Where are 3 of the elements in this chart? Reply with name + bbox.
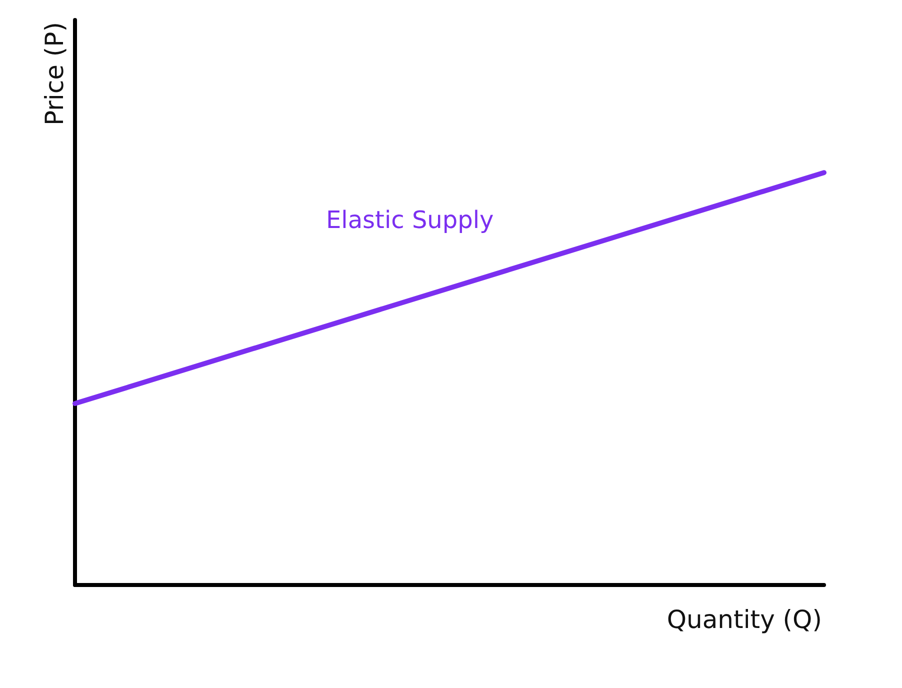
x-axis-title: Quantity (Q) — [666, 605, 822, 634]
series-label: Elastic Supply — [326, 206, 494, 234]
y-axis-title: Price (P) — [40, 22, 69, 126]
